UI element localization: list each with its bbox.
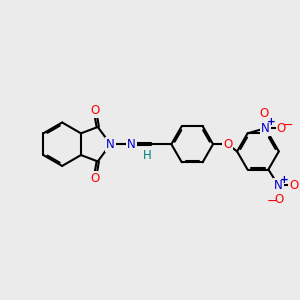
Text: +: + [267, 117, 276, 128]
Text: −: − [283, 119, 293, 132]
Text: +: + [280, 175, 289, 184]
Text: O: O [223, 138, 232, 151]
Text: O: O [277, 122, 286, 135]
Text: O: O [90, 104, 100, 117]
Text: N: N [261, 122, 270, 135]
Text: O: O [90, 172, 100, 185]
Text: H: H [143, 149, 152, 162]
Text: N: N [127, 138, 136, 151]
Text: −: − [267, 195, 278, 208]
Text: O: O [274, 194, 283, 206]
Text: N: N [274, 179, 283, 192]
Text: N: N [106, 138, 115, 151]
Text: O: O [289, 179, 298, 192]
Text: O: O [260, 107, 269, 120]
